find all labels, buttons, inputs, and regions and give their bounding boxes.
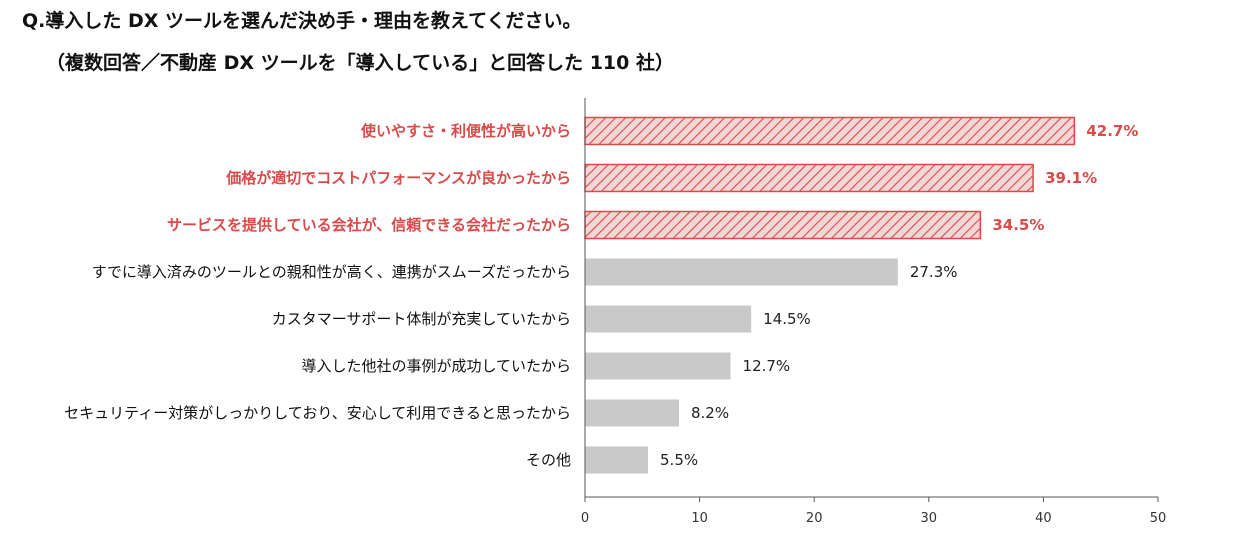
bar-group: サービスを提供している会社が、信頼できる会社だったから 34.5% — [167, 210, 1044, 240]
value-label: 14.5% — [763, 310, 811, 328]
bar-group: すでに導入済みのツールとの親和性が高く、連携がスムーズだったから 27.3% — [92, 258, 958, 286]
bar-group: 使いやすさ・利便性が高いから 42.7% — [360, 116, 1138, 146]
x-tick-label: 0 — [581, 511, 589, 526]
bar-group: 価格が適切でコストパフォーマンスが良かったから 39.1% — [225, 163, 1097, 193]
value-label: 12.7% — [743, 357, 791, 375]
category-label: 価格が適切でコストパフォーマンスが良かったから — [225, 169, 571, 187]
category-label: サービスを提供している会社が、信頼できる会社だったから — [167, 216, 571, 234]
bar — [585, 258, 898, 286]
category-label: カスタマーサポート体制が充実していたから — [272, 310, 571, 328]
bar — [584, 116, 1076, 146]
x-tick-label: 10 — [691, 511, 708, 526]
bar-group: 導入した他社の事例が成功していたから 12.7% — [301, 352, 791, 380]
value-label: 5.5% — [660, 451, 698, 469]
chart-subtitle: （複数回答／不動産 DX ツールを「導入している」と回答した 110 社） — [46, 52, 674, 74]
category-label: 使いやすさ・利便性が高いから — [360, 122, 571, 140]
value-label: 39.1% — [1045, 169, 1097, 187]
bar-group: その他 5.5% — [526, 446, 698, 474]
x-tick-label: 20 — [806, 511, 823, 526]
x-tick-label: 50 — [1150, 511, 1167, 526]
x-axis: 0 10 20 30 40 50 — [581, 98, 1166, 526]
bar — [585, 352, 731, 380]
value-label: 34.5% — [992, 216, 1044, 234]
bar-group: カスタマーサポート体制が充実していたから 14.5% — [272, 305, 811, 333]
category-label: その他 — [526, 451, 571, 469]
category-label: すでに導入済みのツールとの親和性が高く、連携がスムーズだったから — [92, 263, 571, 281]
bar — [584, 210, 982, 240]
x-tick-label: 40 — [1035, 511, 1052, 526]
chart-title: Q.導入した DX ツールを選んだ決め手・理由を教えてください。 — [22, 10, 582, 32]
category-label: セキュリティー対策がしっかりしており、安心して利用できると思ったから — [64, 404, 571, 422]
category-label: 導入した他社の事例が成功していたから — [301, 357, 571, 375]
bar — [585, 399, 679, 427]
value-label: 42.7% — [1086, 122, 1138, 140]
bar — [584, 163, 1034, 193]
value-label: 8.2% — [691, 404, 729, 422]
value-label: 27.3% — [910, 263, 958, 281]
x-tick-label: 30 — [921, 511, 938, 526]
bar-group: セキュリティー対策がしっかりしており、安心して利用できると思ったから 8.2% — [64, 399, 729, 427]
bars-layer: 使いやすさ・利便性が高いから 42.7% 価格が適切でコストパフォーマンスが良かった… — [64, 116, 1138, 474]
bar — [585, 305, 752, 333]
bar — [585, 446, 649, 474]
